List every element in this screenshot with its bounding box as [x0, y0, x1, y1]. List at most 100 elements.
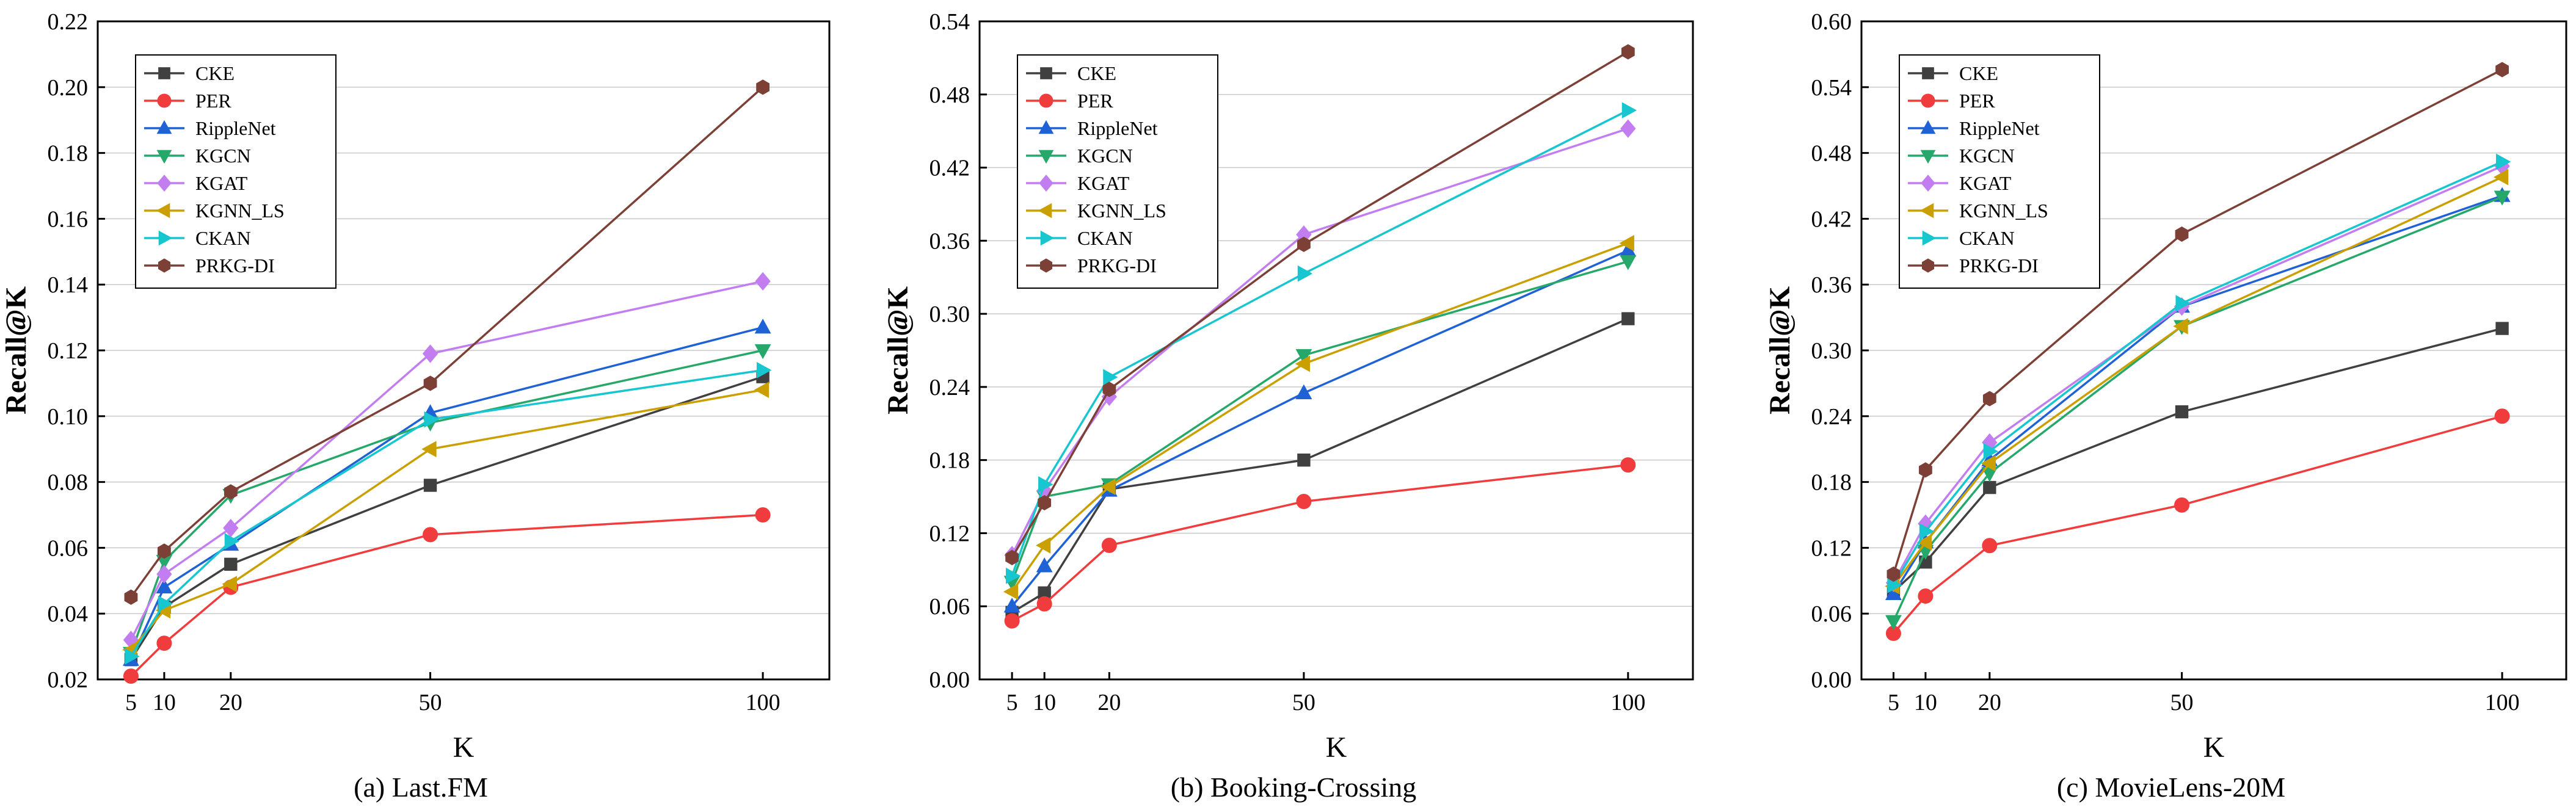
data-point — [1619, 234, 1634, 252]
data-point — [1621, 312, 1635, 325]
y-tick-label: 0.12 — [1811, 535, 1852, 561]
y-tick-label: 0.42 — [1811, 206, 1852, 232]
series-ckan — [1887, 153, 2511, 593]
data-point — [1003, 597, 1021, 613]
x-axis-title: K — [453, 731, 475, 764]
data-point — [224, 533, 240, 550]
legend-marker — [1040, 230, 1055, 246]
series-per — [1885, 408, 2510, 642]
data-point — [423, 479, 437, 492]
data-point — [1101, 537, 1117, 553]
data-point — [1982, 391, 1996, 407]
legend-label: PER — [1959, 90, 1995, 112]
data-point — [1620, 457, 1636, 473]
y-tick-label: 0.14 — [48, 272, 89, 298]
y-tick-label: 0.20 — [48, 75, 89, 101]
data-point — [1887, 577, 1902, 593]
legend-marker — [158, 258, 171, 273]
data-point — [1003, 583, 1019, 600]
x-tick-label: 20 — [1097, 690, 1121, 715]
legend-marker — [1039, 93, 1053, 108]
data-point — [754, 344, 771, 360]
x-tick-label: 20 — [1978, 690, 2001, 715]
data-point — [1918, 588, 1934, 604]
x-tick-label: 100 — [1610, 690, 1645, 715]
data-point — [2173, 318, 2188, 335]
x-tick-label: 10 — [153, 690, 176, 715]
y-tick-label: 0.36 — [930, 228, 970, 254]
y-axis-title: Recall@K — [1764, 286, 1796, 414]
legend-marker — [157, 93, 172, 108]
legend-label: KGAT — [1959, 172, 2012, 194]
legend-marker — [1920, 120, 1936, 134]
x-axis-title: K — [1326, 731, 1347, 764]
y-tick-label: 0.24 — [930, 375, 970, 400]
data-point — [2494, 408, 2510, 424]
legend-marker — [1920, 150, 1936, 164]
y-tick-label: 0.54 — [1811, 75, 1852, 101]
data-point — [2495, 62, 2509, 78]
x-tick-label: 5 — [1006, 690, 1018, 715]
data-point — [222, 576, 237, 593]
series-cke — [1887, 322, 2509, 598]
legend-marker — [156, 203, 170, 219]
legend-label: CKAN — [195, 227, 251, 249]
series-ckan — [125, 361, 772, 665]
legend-label: KGCN — [1959, 145, 2015, 167]
series-line — [1011, 242, 1629, 593]
data-point — [1296, 494, 1312, 510]
series-cke — [124, 370, 770, 667]
y-tick-label: 0.18 — [930, 448, 970, 474]
data-point — [755, 507, 771, 523]
series-kgat — [123, 272, 771, 650]
data-point — [424, 411, 439, 428]
panel-caption: (c) MovieLens-20M — [2057, 772, 2285, 803]
legend-marker — [1039, 175, 1053, 192]
legend-label: KGNN_LS — [1077, 200, 1166, 222]
legend-marker — [1922, 67, 1934, 79]
legend-label: KGAT — [195, 172, 248, 194]
legend-marker — [156, 120, 172, 134]
legend-marker — [1921, 93, 1935, 108]
data-point — [1621, 44, 1635, 60]
y-tick-label: 0.36 — [1811, 272, 1852, 298]
chart-panel-3: 0.00 0.06 0.12 0.18 0.24 0.30 0.36 0.42 0.48 0.54… — [1764, 9, 2567, 803]
y-tick-label: 0.18 — [1811, 470, 1852, 496]
legend-label: CKE — [1077, 62, 1116, 84]
data-point — [422, 344, 438, 363]
data-point — [1981, 455, 1996, 472]
data-point — [421, 441, 437, 458]
data-point — [2495, 153, 2511, 170]
y-tick-label: 0.30 — [930, 302, 970, 327]
data-point — [1885, 615, 1902, 631]
data-point — [1983, 480, 1996, 494]
legend-marker — [158, 230, 173, 246]
legend-label: CKE — [1959, 62, 1998, 84]
y-tick-label: 0.04 — [48, 601, 89, 627]
legend-box — [1017, 54, 1218, 289]
legend-marker — [1038, 120, 1054, 134]
legend: CKE PER RippleNet KGCN KGAT KGNN_LS CKAN PRKG-D… — [1017, 54, 1218, 289]
series-ckan — [1005, 102, 1637, 584]
y-tick-label: 0.42 — [930, 156, 970, 181]
y-tick-label: 0.08 — [48, 470, 89, 496]
legend-marker — [156, 150, 172, 164]
legend: CKE PER RippleNet KGCN KGAT KGNN_LS CKAN PRKG-D… — [1899, 54, 2100, 289]
data-point — [1035, 537, 1051, 554]
legend-label: KGCN — [1077, 145, 1133, 167]
legend-box — [135, 54, 337, 289]
x-tick-label: 20 — [219, 690, 242, 715]
data-point — [1916, 534, 1932, 551]
data-point — [2494, 190, 2511, 206]
data-point — [423, 527, 438, 543]
y-tick-label: 0.10 — [48, 404, 89, 430]
data-point — [1295, 355, 1311, 372]
legend: CKE PER RippleNet KGCN KGAT KGNN_LS CKAN PRKG-D… — [135, 54, 337, 289]
legend-marker — [1921, 175, 1935, 192]
plot-frame — [1860, 20, 2567, 681]
data-point — [224, 484, 238, 500]
data-point — [123, 668, 139, 684]
y-tick-label: 0.48 — [930, 82, 970, 108]
series-line — [1893, 327, 2503, 593]
